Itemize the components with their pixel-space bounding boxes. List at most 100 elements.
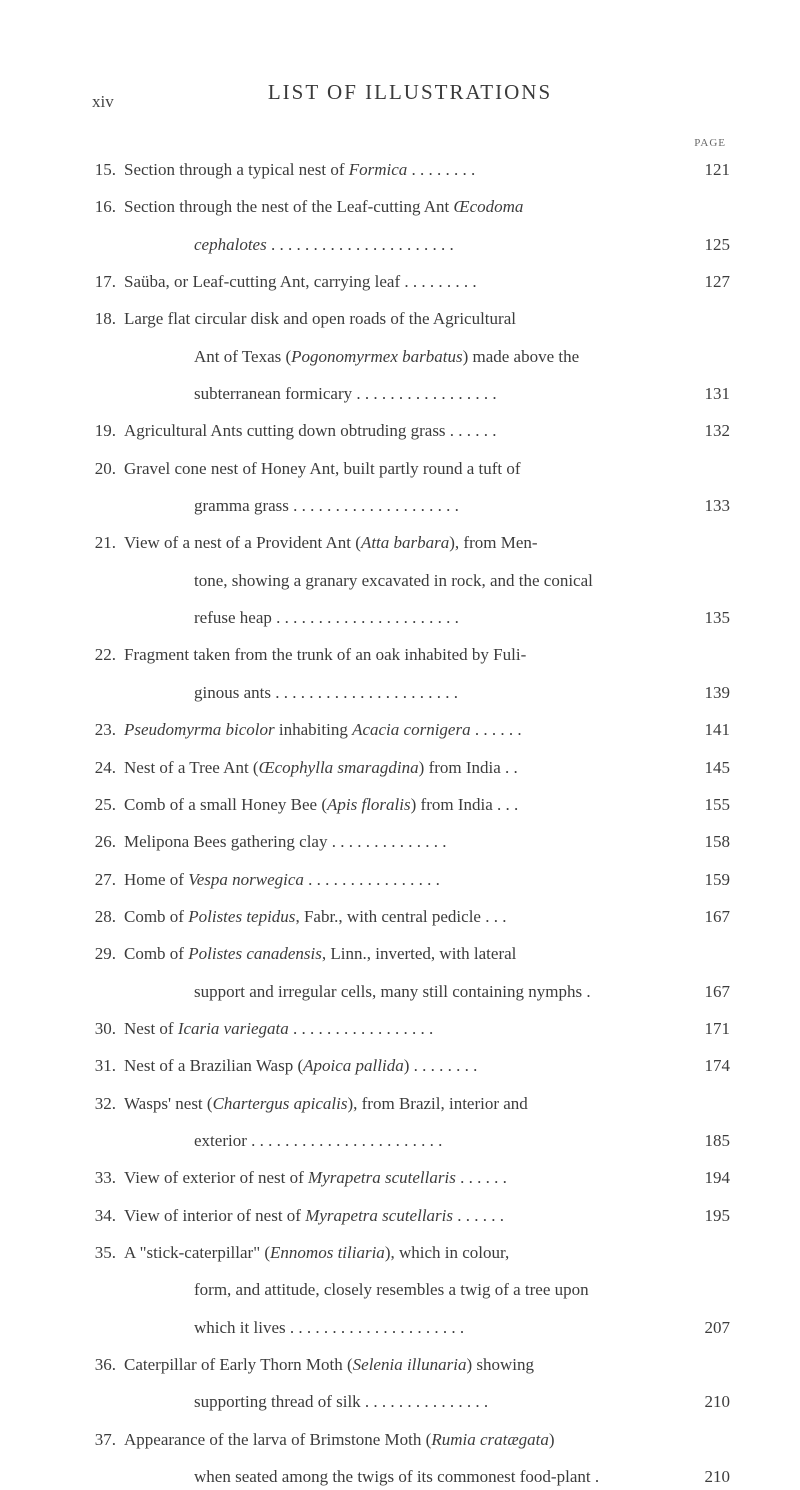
entry-text: Agricultural Ants cutting down obtruding… [124,418,692,444]
entry-text: which it lives . . . . . . . . . . . . .… [124,1315,692,1341]
entry-number: 28. [90,904,124,930]
list-entry: 27.Home of Vespa norwegica . . . . . . .… [90,867,730,893]
entry-text: Nest of a Tree Ant (Œcophylla smaragdina… [124,755,692,781]
entry-text: Home of Vespa norwegica . . . . . . . . … [124,867,692,893]
entry-page-number: 139 [692,680,730,706]
entry-page-number: 155 [692,792,730,818]
list-entry: Ant of Texas (Pogonomyrmex barbatus) mad… [90,344,730,370]
list-entry: 30.Nest of Icaria variegata . . . . . . … [90,1016,730,1042]
entry-text: form, and attitude, closely resembles a … [124,1277,692,1303]
list-entry: subterranean formicary . . . . . . . . .… [90,381,730,407]
list-entry: 24.Nest of a Tree Ant (Œcophylla smaragd… [90,755,730,781]
entry-number: 32. [90,1091,124,1117]
list-entry: cephalotes . . . . . . . . . . . . . . .… [90,232,730,258]
entry-number: 36. [90,1352,124,1378]
entry-text: Pseudomyrma bicolor inhabiting Acacia co… [124,717,692,743]
entry-page-number: 185 [692,1128,730,1154]
entry-text: Ant of Texas (Pogonomyrmex barbatus) mad… [124,344,692,370]
list-entry: 28.Comb of Polistes tepidus, Fabr., with… [90,904,730,930]
entry-text: when seated among the twigs of its commo… [124,1464,692,1490]
list-entry: form, and attitude, closely resembles a … [90,1277,730,1303]
entry-number: 18. [90,306,124,332]
entry-number: 26. [90,829,124,855]
entry-text: support and irregular cells, many still … [124,979,692,1005]
entry-text: Nest of a Brazilian Wasp (Apoica pallida… [124,1053,692,1079]
list-entry: 31.Nest of a Brazilian Wasp (Apoica pall… [90,1053,730,1079]
entry-number: 34. [90,1203,124,1229]
list-entry: 19.Agricultural Ants cutting down obtrud… [90,418,730,444]
entry-text: Melipona Bees gathering clay . . . . . .… [124,829,692,855]
illustrations-list: 15.Section through a typical nest of For… [90,157,730,1490]
list-entry: 17.Saüba, or Leaf-cutting Ant, carrying … [90,269,730,295]
list-entry: when seated among the twigs of its commo… [90,1464,730,1490]
entry-text: Nest of Icaria variegata . . . . . . . .… [124,1016,692,1042]
entry-text: subterranean formicary . . . . . . . . .… [124,381,692,407]
entry-page-number: 167 [692,904,730,930]
entry-text: exterior . . . . . . . . . . . . . . . .… [124,1128,692,1154]
entry-text: Saüba, or Leaf-cutting Ant, carrying lea… [124,269,692,295]
entry-page-number: 121 [692,157,730,183]
entry-number: 22. [90,642,124,668]
list-entry: 22.Fragment taken from the trunk of an o… [90,642,730,668]
list-entry: 35.A "stick-caterpillar" (Ennomos tiliar… [90,1240,730,1266]
list-entry: 26.Melipona Bees gathering clay . . . . … [90,829,730,855]
entry-page-number: 135 [692,605,730,631]
entry-number: 37. [90,1427,124,1453]
entry-page-number: 127 [692,269,730,295]
entry-number: 30. [90,1016,124,1042]
entry-text: Section through a typical nest of Formic… [124,157,692,183]
entry-page-number: 133 [692,493,730,519]
entry-text: View of a nest of a Provident Ant (Atta … [124,530,692,556]
entry-number: 21. [90,530,124,556]
list-entry: 16.Section through the nest of the Leaf-… [90,194,730,220]
entry-text: A "stick-caterpillar" (Ennomos tiliaria)… [124,1240,692,1266]
page-column-label: PAGE [90,137,730,149]
page-title: LIST OF ILLUSTRATIONS [90,80,730,105]
list-entry: gramma grass . . . . . . . . . . . . . .… [90,493,730,519]
page-roman-numeral: xiv [92,92,114,112]
entry-text: Appearance of the larva of Brimstone Mot… [124,1427,692,1453]
list-entry: 20.Gravel cone nest of Honey Ant, built … [90,456,730,482]
list-entry: 36.Caterpillar of Early Thorn Moth (Sele… [90,1352,730,1378]
entry-number: 15. [90,157,124,183]
entry-page-number: 207 [692,1315,730,1341]
entry-number: 31. [90,1053,124,1079]
entry-number: 20. [90,456,124,482]
entry-number: 23. [90,717,124,743]
entry-text: Comb of Polistes tepidus, Fabr., with ce… [124,904,692,930]
list-entry: exterior . . . . . . . . . . . . . . . .… [90,1128,730,1154]
list-entry: 34.View of interior of nest of Myrapetra… [90,1203,730,1229]
entry-number: 24. [90,755,124,781]
entry-number: 19. [90,418,124,444]
entry-text: gramma grass . . . . . . . . . . . . . .… [124,493,692,519]
entry-number: 27. [90,867,124,893]
entry-number: 16. [90,194,124,220]
entry-page-number: 132 [692,418,730,444]
list-entry: supporting thread of silk . . . . . . . … [90,1389,730,1415]
list-entry: 25.Comb of a small Honey Bee (Apis flora… [90,792,730,818]
entry-text: Section through the nest of the Leaf-cut… [124,194,692,220]
list-entry: 21.View of a nest of a Provident Ant (At… [90,530,730,556]
entry-page-number: 195 [692,1203,730,1229]
entry-number: 33. [90,1165,124,1191]
entry-page-number: 141 [692,717,730,743]
entry-number: 17. [90,269,124,295]
entry-number: 29. [90,941,124,967]
list-entry: 37.Appearance of the larva of Brimstone … [90,1427,730,1453]
list-entry: refuse heap . . . . . . . . . . . . . . … [90,605,730,631]
entry-page-number: 210 [692,1389,730,1415]
entry-number: 35. [90,1240,124,1266]
entry-page-number: 125 [692,232,730,258]
entry-text: Large flat circular disk and open roads … [124,306,692,332]
entry-page-number: 174 [692,1053,730,1079]
entry-text: Wasps' nest (Chartergus apicalis), from … [124,1091,692,1117]
list-entry: 18.Large flat circular disk and open roa… [90,306,730,332]
entry-text: supporting thread of silk . . . . . . . … [124,1389,692,1415]
entry-page-number: 194 [692,1165,730,1191]
entry-page-number: 131 [692,381,730,407]
list-entry: which it lives . . . . . . . . . . . . .… [90,1315,730,1341]
entry-text: View of exterior of nest of Myrapetra sc… [124,1165,692,1191]
entry-number: 25. [90,792,124,818]
entry-page-number: 145 [692,755,730,781]
entry-page-number: 158 [692,829,730,855]
